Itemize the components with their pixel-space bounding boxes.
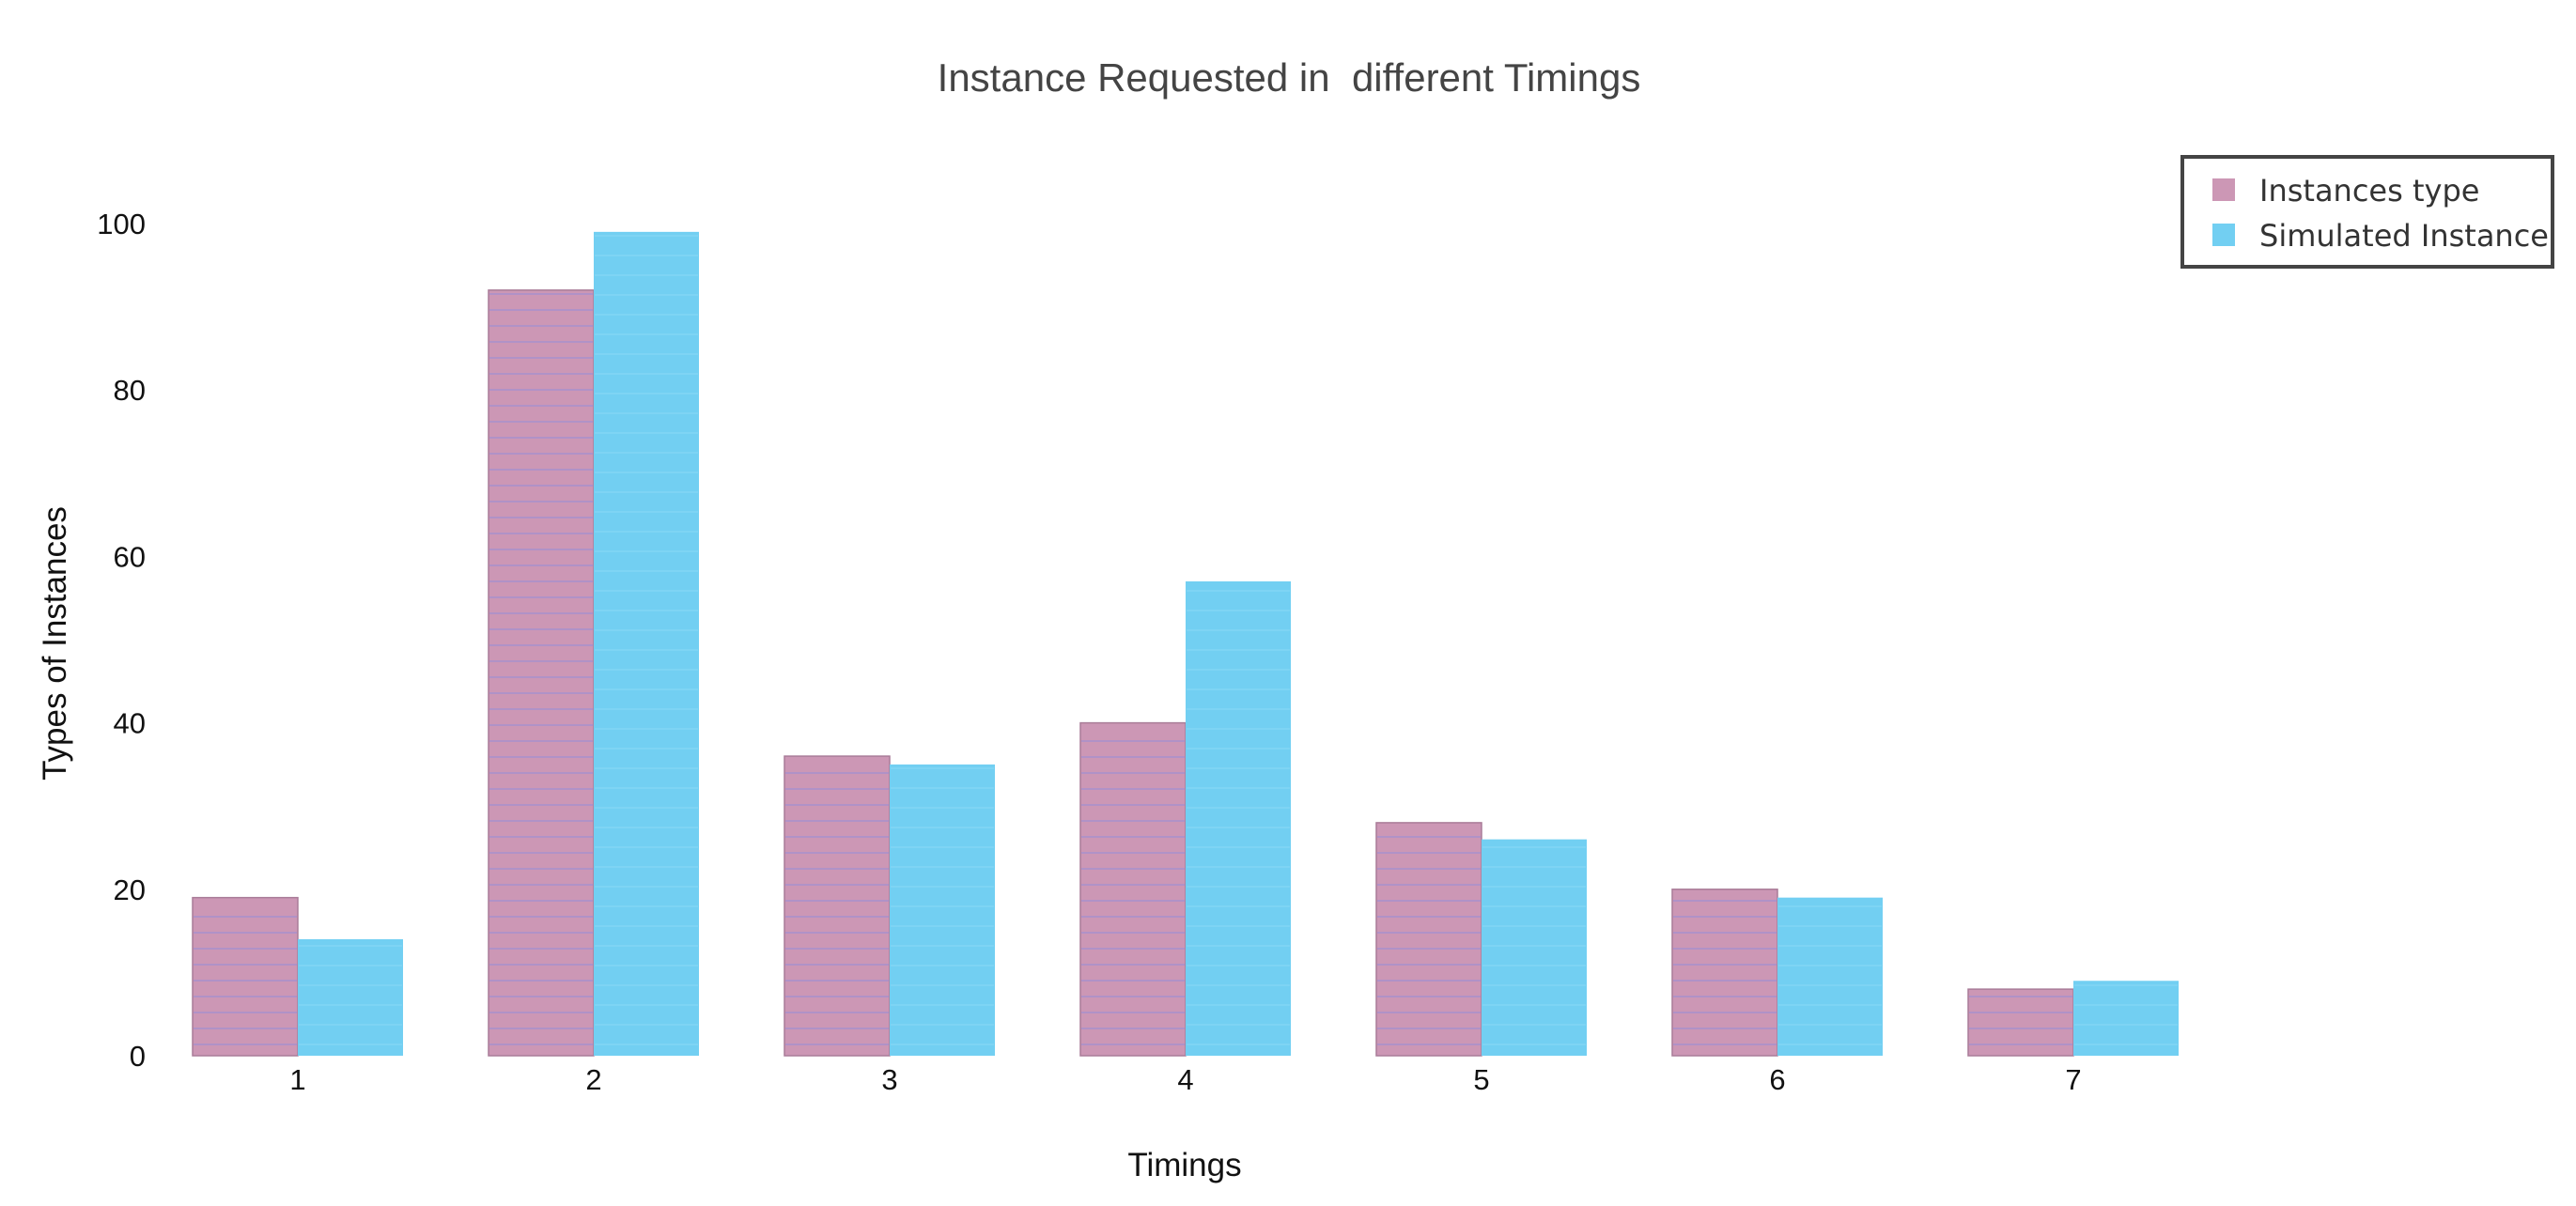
y-axis-title: Types of Instances [37,506,73,781]
y-tick-label: 0 [130,1040,146,1073]
y-tick-label: 20 [114,874,146,906]
bar-instances-type-7 [1967,988,2074,1057]
bar-instances-type-5 [1375,822,1482,1057]
bar-rect [1777,897,1883,1056]
x-tick-label: 1 [289,1063,305,1096]
bar-simulated-instance-3 [890,764,995,1056]
x-tick-label: 3 [881,1063,897,1096]
x-tick-label: 5 [1473,1063,1489,1096]
bar-instances-type-2 [488,289,595,1057]
legend-label-simulated-instance: Simulated Instance [2259,218,2549,254]
legend-swatch-instances-type [2212,178,2235,201]
chart-title: Instance Requested in different Timings [938,55,1641,100]
bar-rect [784,755,891,1057]
y-tick-label: 40 [114,707,146,740]
x-axis-ticks: 1 2 3 4 5 6 7 [289,1063,2081,1096]
bar-simulated-instance-5 [1482,839,1587,1056]
bar-simulated-instance-1 [298,938,403,1056]
bar-rect [192,896,299,1057]
x-tick-label: 7 [2065,1063,2081,1096]
bar-simulated-instance-7 [2073,981,2179,1056]
legend-label-instances-type: Instances type [2259,173,2479,209]
bar-rect [1482,839,1587,1056]
bar-rect [1967,988,2074,1057]
y-axis-ticks: 0 20 40 60 80 100 [97,208,146,1073]
bar-rect [2073,981,2179,1056]
y-tick-label: 60 [114,540,146,573]
bar-rect [1375,822,1482,1057]
bar-rect [488,289,595,1057]
bar-rect [594,231,699,1057]
legend: Instances type Simulated Instance [2180,155,2554,269]
x-tick-label: 2 [585,1063,601,1096]
bar-instances-type-1 [192,896,299,1057]
y-tick-label: 80 [114,374,146,407]
bar-rect [1671,889,1778,1057]
legend-swatch-simulated-instance [2212,224,2235,246]
bar-instances-type-3 [784,755,891,1057]
bar-instances-type-6 [1671,889,1778,1057]
bar-rect [890,764,995,1056]
y-tick-label: 100 [97,208,146,240]
bars-group [192,231,2179,1057]
x-tick-label: 4 [1177,1063,1193,1096]
bar-rect [1079,721,1187,1057]
legend-box [2180,155,2554,269]
x-axis-title: Timings [1127,1147,1241,1183]
bar-instances-type-4 [1079,721,1187,1057]
x-tick-label: 6 [1769,1063,1785,1096]
bar-simulated-instance-4 [1186,580,1291,1056]
bar-simulated-instance-2 [594,231,699,1057]
bar-rect [298,938,403,1056]
bar-rect [1186,580,1291,1056]
bar-simulated-instance-6 [1777,897,1883,1056]
